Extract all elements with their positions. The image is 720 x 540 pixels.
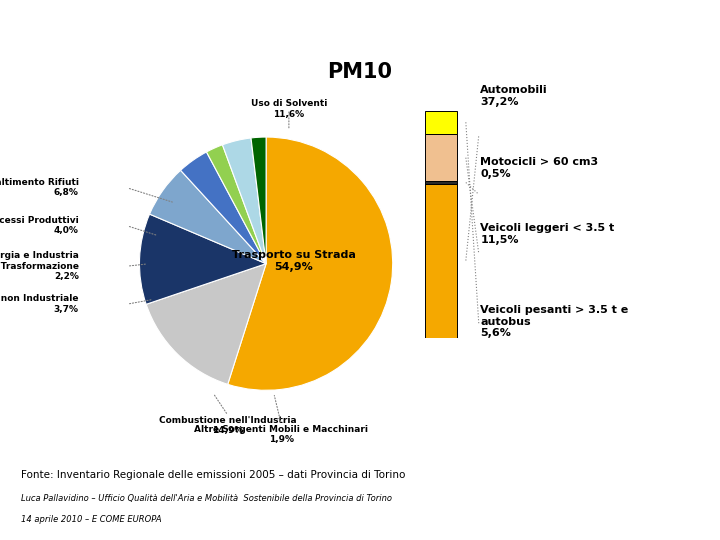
Bar	[426, 184, 456, 338]
Text: Trasporto su Strada
54,9%: Trasporto su Strada 54,9%	[232, 251, 356, 272]
Text: Motocicli > 60 cm3
0,5%: Motocicli > 60 cm3 0,5%	[480, 157, 598, 179]
Wedge shape	[181, 152, 266, 264]
Text: PM10: PM10	[328, 62, 392, 82]
Text: Combustione non Industriale
3,7%: Combustione non Industriale 3,7%	[0, 294, 78, 314]
Bar	[426, 111, 456, 134]
Text: Combustione: Energia e Industria
di Trasformazione
2,2%: Combustione: Energia e Industria di Tras…	[0, 251, 78, 281]
Bar	[426, 134, 456, 181]
Wedge shape	[146, 264, 266, 384]
Wedge shape	[140, 214, 266, 305]
Bar	[426, 181, 456, 184]
Text: Fonte: Inventario Regionale delle emissioni 2005 – dati Provincia di Torino: Fonte: Inventario Regionale delle emissi…	[21, 470, 405, 480]
Text: Altre Sorgenti Mobili e Macchinari
1,9%: Altre Sorgenti Mobili e Macchinari 1,9%	[194, 425, 369, 444]
Wedge shape	[222, 138, 266, 264]
Text: NORMATIVA EUROPEA – MOBILITÀ: NORMATIVA EUROPEA – MOBILITÀ	[11, 18, 299, 33]
Text: Processi Produttivi
4,0%: Processi Produttivi 4,0%	[0, 216, 78, 235]
Text: Luca Pallavidino – Ufficio Qualità dell'Aria e Mobilità  Sostenibile della Provi: Luca Pallavidino – Ufficio Qualità dell'…	[21, 494, 392, 503]
Wedge shape	[251, 137, 266, 264]
Wedge shape	[150, 170, 266, 264]
Text: Veicoli leggeri < 3.5 t
11,5%: Veicoli leggeri < 3.5 t 11,5%	[480, 223, 615, 245]
Text: Uso di Solventi
11,6%: Uso di Solventi 11,6%	[251, 99, 327, 119]
Text: Veicoli pesanti > 3.5 t e
autobus
5,6%: Veicoli pesanti > 3.5 t e autobus 5,6%	[480, 305, 629, 338]
Text: Trattamento e Smaltimento Rifiuti
6,8%: Trattamento e Smaltimento Rifiuti 6,8%	[0, 178, 78, 198]
Text: Automobili
37,2%: Automobili 37,2%	[480, 85, 548, 107]
Text: 14 aprile 2010 – E COME EUROPA: 14 aprile 2010 – E COME EUROPA	[21, 515, 161, 524]
Wedge shape	[228, 137, 392, 390]
Text: Combustione nell'Industria
14,9%: Combustione nell'Industria 14,9%	[159, 416, 297, 435]
Wedge shape	[207, 145, 266, 264]
